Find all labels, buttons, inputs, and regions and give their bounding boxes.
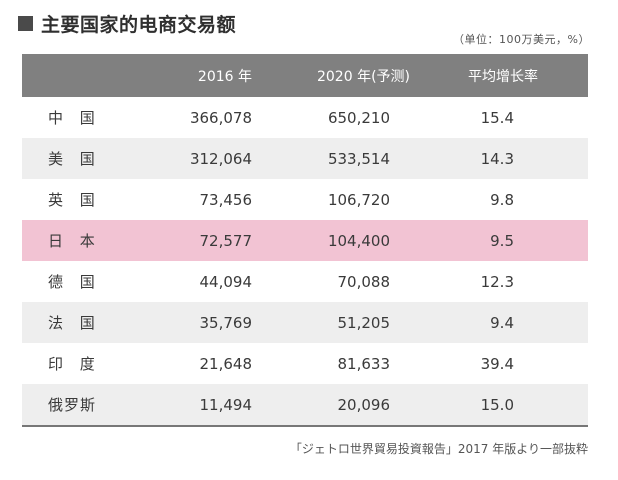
value-2020-cell: 106,720 [327, 190, 390, 209]
country-cell: 英 国 [48, 191, 101, 209]
title-row: 主要国家的电商交易额 [18, 10, 236, 37]
page-title: 主要国家的电商交易额 [41, 14, 237, 36]
table-row: 英 国 73,456 106,720 9.8 [22, 179, 588, 220]
data-table: 2016 年 2020 年(予测) 平均增长率 中 国 366,078 650,… [22, 54, 588, 427]
growth-cell: 15.0 [480, 395, 514, 414]
value-2020-cell: 70,088 [337, 272, 391, 291]
growth-cell: 9.5 [490, 231, 514, 250]
table-row: 美 国 312,064 533,514 14.3 [22, 138, 588, 179]
value-2020-cell: 51,205 [337, 313, 391, 332]
value-2016-cell: 44,094 [199, 272, 253, 291]
table-row: 印 度 21,648 81,633 39.4 [22, 343, 588, 384]
growth-cell: 14.3 [480, 149, 514, 168]
table-row: 法 国 35,769 51,205 9.4 [22, 302, 588, 343]
value-2016-cell: 11,494 [199, 395, 253, 414]
country-cell: 中 国 [48, 109, 101, 127]
country-cell: 俄罗斯 [48, 396, 97, 414]
value-2020-cell: 533,514 [327, 149, 390, 168]
square-bullet-icon [18, 16, 33, 31]
country-cell: 印 度 [48, 355, 101, 373]
table-row: 俄罗斯 11,494 20,096 15.0 [22, 384, 588, 425]
unit-note: （单位：100万美元，%） [453, 33, 590, 46]
country-cell: 美 国 [48, 150, 101, 168]
value-2016-cell: 21,648 [199, 354, 253, 373]
growth-cell: 12.3 [480, 272, 514, 291]
value-2016-cell: 366,078 [189, 108, 252, 127]
header-cell-growth: 平均增长率 [468, 68, 538, 85]
header-cell-2016: 2016 年 [197, 68, 252, 85]
value-2020-cell: 104,400 [327, 231, 390, 250]
value-2020-cell: 81,633 [337, 354, 391, 373]
value-2020-cell: 650,210 [327, 108, 390, 127]
table-row: 德 国 44,094 70,088 12.3 [22, 261, 588, 302]
growth-cell: 15.4 [480, 108, 514, 127]
country-cell: 德 国 [48, 273, 101, 291]
value-2016-cell: 73,456 [199, 190, 253, 209]
country-cell: 日 本 [48, 232, 101, 250]
table-header: 2016 年 2020 年(予测) 平均增长率 [22, 54, 588, 97]
country-cell: 法 国 [48, 314, 101, 332]
value-2016-cell: 312,064 [189, 149, 252, 168]
growth-cell: 9.4 [490, 313, 514, 332]
value-2020-cell: 20,096 [337, 395, 391, 414]
value-2016-cell: 35,769 [199, 313, 253, 332]
value-2016-cell: 72,577 [199, 231, 253, 250]
table-row-highlighted: 日 本 72,577 104,400 9.5 [22, 220, 588, 261]
growth-cell: 39.4 [480, 354, 514, 373]
table-row: 中 国 366,078 650,210 15.4 [22, 97, 588, 138]
source-citation: 「ジェトロ世界貿易投資報告」2017 年版より一部抜粋 [289, 442, 588, 456]
header-cell-2020: 2020 年(予测) [316, 68, 410, 85]
growth-cell: 9.8 [490, 190, 514, 209]
